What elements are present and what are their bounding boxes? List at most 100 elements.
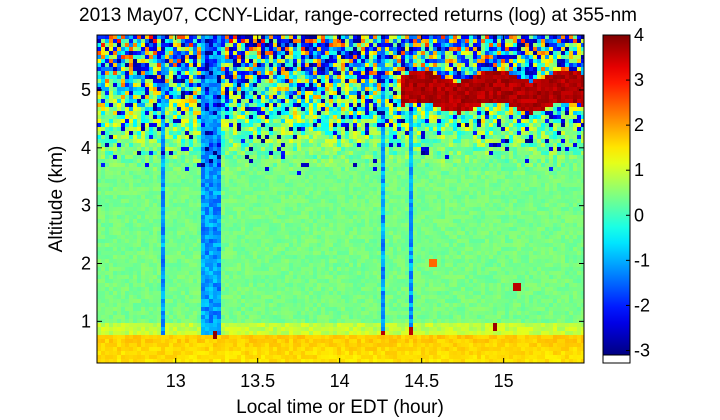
heatmap-cell <box>465 195 469 199</box>
heatmap-cell <box>273 59 277 63</box>
heatmap-cell <box>405 75 409 79</box>
heatmap-cell <box>97 191 101 195</box>
heatmap-cell <box>253 51 257 55</box>
heatmap-cell <box>117 67 121 71</box>
heatmap-cell <box>393 91 397 95</box>
heatmap-cell <box>553 75 557 79</box>
heatmap-cell <box>493 111 497 115</box>
heatmap-cell <box>501 79 505 83</box>
heatmap-cell <box>557 171 561 175</box>
heatmap-cell <box>473 179 477 183</box>
heatmap-cell <box>337 87 341 91</box>
heatmap-cell <box>429 127 433 131</box>
heatmap-cell <box>541 119 545 123</box>
heatmap-cell <box>189 99 193 103</box>
heatmap-cell <box>485 143 489 147</box>
heatmap-cell <box>521 51 525 55</box>
heatmap-cell <box>385 39 389 43</box>
heatmap-cell <box>117 55 121 59</box>
heatmap-cell <box>281 59 285 63</box>
heatmap-cell <box>261 127 265 131</box>
heatmap-cell <box>353 35 357 39</box>
heatmap-cell <box>161 63 165 67</box>
heatmap-cell <box>381 39 385 43</box>
heatmap-cell <box>289 103 293 107</box>
heatmap-cell <box>541 55 545 59</box>
heatmap-cell <box>469 79 473 83</box>
heatmap-cell <box>117 119 121 123</box>
heatmap-cell <box>493 171 497 175</box>
heatmap-cell <box>465 71 469 75</box>
heatmap-cell <box>369 39 373 43</box>
heatmap-cell <box>397 83 401 87</box>
heatmap-cell <box>497 155 501 159</box>
heatmap-cell <box>573 131 577 135</box>
heatmap-cell <box>345 67 349 71</box>
heatmap-cell <box>125 127 129 131</box>
heatmap-cell <box>285 55 289 59</box>
heatmap-cell <box>257 75 261 79</box>
heatmap-cell <box>309 79 313 83</box>
heatmap-cell <box>257 175 261 179</box>
heatmap-cell <box>205 91 209 95</box>
heatmap-cell <box>549 39 553 43</box>
heatmap-cell <box>385 191 389 195</box>
heatmap-cell <box>233 163 237 167</box>
heatmap-cell <box>217 39 221 43</box>
heatmap-cell <box>345 131 349 135</box>
heatmap-cell <box>401 127 405 131</box>
heatmap-cell <box>241 35 245 39</box>
heatmap-cell <box>209 87 213 91</box>
heatmap-cell <box>181 39 185 43</box>
heatmap-cell <box>133 95 137 99</box>
heatmap-cell <box>221 187 225 191</box>
heatmap-cell <box>121 111 125 115</box>
heatmap-cell <box>185 143 189 147</box>
heatmap-cell <box>237 143 241 147</box>
heatmap-cell <box>345 71 349 75</box>
heatmap-cell <box>157 79 161 83</box>
heatmap-cell <box>245 151 249 155</box>
heatmap-cell <box>97 39 101 43</box>
heatmap-cell <box>301 87 305 91</box>
heatmap-cell <box>197 123 201 127</box>
heatmap-cell <box>413 55 417 59</box>
heatmap-cell <box>185 171 189 175</box>
heatmap-cell <box>449 51 453 55</box>
heatmap-cell <box>261 75 265 79</box>
heatmap-cell <box>541 103 545 107</box>
heatmap-cell <box>229 71 233 75</box>
heatmap-cell <box>149 111 153 115</box>
heatmap-cell <box>553 135 557 139</box>
heatmap-cell <box>149 71 153 75</box>
heatmap-cell <box>513 51 517 55</box>
heatmap-cell <box>301 167 305 171</box>
heatmap-cell <box>421 131 425 135</box>
heatmap-cell <box>405 179 409 183</box>
heatmap-cell <box>457 175 461 179</box>
heatmap-cell <box>189 67 193 71</box>
heatmap-cell <box>445 91 449 95</box>
heatmap-cell <box>485 59 489 63</box>
heatmap-cell <box>301 191 305 195</box>
heatmap-cell <box>409 35 413 39</box>
heatmap-cell <box>285 111 289 115</box>
heatmap-cell <box>413 171 417 175</box>
heatmap-cell <box>385 139 389 143</box>
heatmap-cell <box>561 79 565 83</box>
heatmap-cell <box>513 99 517 103</box>
heatmap-cell <box>409 163 413 167</box>
heatmap-cell <box>445 71 449 75</box>
heatmap-cell <box>481 39 485 43</box>
heatmap-cell <box>149 179 153 183</box>
heatmap-cell <box>241 187 245 191</box>
heatmap-cell <box>353 123 357 127</box>
heatmap-cell <box>117 39 121 43</box>
heatmap-cell <box>153 59 157 63</box>
heatmap-cell <box>105 87 109 91</box>
heatmap-cell <box>325 191 329 195</box>
heatmap-cell <box>225 95 229 99</box>
heatmap-cell <box>441 47 445 51</box>
heatmap-cell <box>321 119 325 123</box>
heatmap-cell <box>393 123 397 127</box>
